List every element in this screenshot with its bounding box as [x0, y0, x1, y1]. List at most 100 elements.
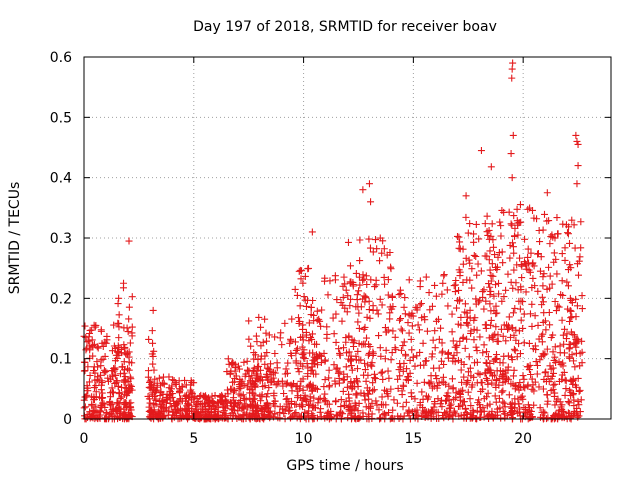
data-point — [372, 375, 380, 383]
data-point — [480, 286, 488, 294]
data-point — [224, 390, 232, 398]
data-point — [520, 310, 528, 318]
data-point — [286, 414, 294, 422]
data-point — [508, 356, 516, 364]
data-point — [525, 406, 533, 414]
data-point — [88, 402, 96, 410]
data-point — [480, 341, 488, 349]
data-point — [332, 310, 340, 318]
data-point — [351, 378, 359, 386]
data-point — [128, 359, 136, 367]
data-point — [240, 358, 248, 366]
data-point — [347, 362, 355, 370]
data-point — [517, 316, 525, 324]
data-point — [574, 374, 582, 382]
data-point — [469, 406, 477, 414]
data-point — [90, 363, 98, 371]
data-point — [444, 302, 452, 310]
data-point — [558, 371, 566, 379]
data-point — [389, 406, 397, 414]
data-point — [271, 410, 279, 418]
data-point — [498, 388, 506, 396]
data-point — [408, 322, 416, 330]
data-point — [474, 369, 482, 377]
data-point — [554, 302, 562, 310]
data-point — [325, 383, 333, 391]
data-point — [466, 220, 474, 228]
data-point — [434, 381, 442, 389]
data-point — [502, 337, 510, 345]
data-point — [497, 325, 505, 333]
data-point — [524, 401, 532, 409]
data-point — [572, 131, 580, 139]
data-point — [425, 379, 433, 387]
data-point — [114, 403, 122, 411]
data-point — [335, 374, 343, 382]
data-point — [372, 276, 380, 284]
data-point — [443, 408, 451, 416]
data-point — [246, 411, 254, 419]
data-point — [428, 302, 436, 310]
data-point — [259, 383, 267, 391]
data-point — [551, 389, 559, 397]
data-point — [546, 240, 554, 248]
data-point — [408, 309, 416, 317]
data-point — [551, 380, 559, 388]
data-point — [248, 386, 256, 394]
data-point — [160, 379, 168, 387]
data-point — [576, 253, 584, 261]
data-point — [265, 331, 273, 339]
data-point — [507, 150, 515, 158]
data-point — [437, 324, 445, 332]
data-point — [373, 245, 381, 253]
data-point — [287, 335, 295, 343]
data-point — [149, 360, 157, 368]
data-point — [385, 374, 393, 382]
x-tick-label: 15 — [404, 431, 422, 447]
data-point — [523, 265, 531, 273]
data-point — [315, 315, 323, 323]
data-point — [278, 341, 286, 349]
data-point — [562, 335, 570, 343]
data-point — [444, 349, 452, 357]
data-point — [313, 385, 321, 393]
data-point — [120, 279, 128, 287]
data-point — [558, 405, 566, 413]
data-point — [471, 314, 479, 322]
data-point — [487, 316, 495, 324]
data-point — [294, 365, 302, 373]
data-point — [577, 218, 585, 226]
data-point — [547, 334, 555, 341]
data-point — [526, 268, 534, 276]
data-point — [123, 402, 131, 410]
data-point — [520, 383, 528, 391]
data-point — [511, 347, 519, 355]
data-point — [402, 398, 410, 406]
data-point — [417, 300, 425, 308]
data-point — [368, 362, 376, 370]
data-point — [301, 296, 309, 304]
data-point — [382, 346, 390, 354]
data-point — [108, 388, 116, 396]
data-point — [344, 238, 352, 246]
data-point — [515, 400, 523, 408]
data-point — [236, 365, 244, 373]
data-point — [475, 396, 483, 404]
x-tick-label: 20 — [514, 431, 532, 447]
data-point — [396, 360, 404, 368]
data-point — [365, 306, 373, 314]
data-point — [93, 358, 101, 366]
data-point — [273, 359, 281, 367]
data-point — [490, 243, 498, 251]
data-point — [229, 359, 237, 367]
data-point — [481, 220, 489, 228]
data-point — [468, 265, 476, 273]
data-point — [299, 403, 307, 411]
data-point — [126, 339, 134, 347]
data-point — [509, 59, 517, 67]
data-point — [522, 405, 530, 413]
data-point — [536, 238, 544, 246]
data-point — [229, 406, 237, 414]
data-point — [354, 347, 362, 355]
x-tick-label: 10 — [295, 431, 313, 447]
